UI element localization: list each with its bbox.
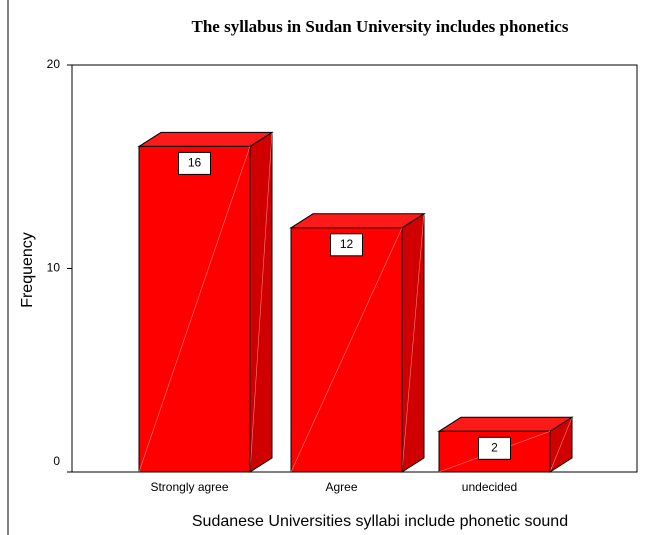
value-label-box	[330, 233, 363, 257]
bar-diagonal	[138, 146, 251, 473]
value-label: 2	[491, 440, 498, 454]
bar-side-diagonal	[249, 132, 273, 473]
value-label-box	[478, 436, 511, 460]
y-tick-label: 10	[47, 261, 61, 275]
bar-top	[137, 131, 274, 147]
value-label: 16	[188, 156, 202, 170]
x-tick-label: Agree	[325, 480, 357, 494]
x-tick-label: undecided	[462, 480, 517, 494]
y-tick-label: 0	[53, 454, 60, 468]
bar-side-diagonal	[549, 417, 573, 473]
x-tick-label: Strongly agree	[150, 480, 228, 494]
bar-top	[289, 213, 426, 229]
bar-top	[437, 416, 574, 432]
chart-title: The syllabus in Sudan University include…	[192, 17, 569, 36]
value-label: 12	[340, 237, 354, 251]
y-axis-label: Frequency	[19, 232, 36, 308]
x-axis-label: Sudanese Universities syllabi include ph…	[192, 513, 568, 530]
bar-side-diagonal	[401, 213, 425, 473]
value-label-box	[178, 151, 211, 175]
y-tick-label: 20	[47, 57, 61, 71]
bar-diagonal	[290, 227, 403, 473]
